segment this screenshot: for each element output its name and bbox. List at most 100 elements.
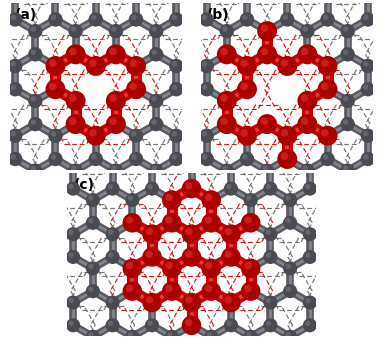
Circle shape (147, 321, 153, 326)
Circle shape (340, 47, 355, 62)
Circle shape (8, 82, 22, 96)
Circle shape (49, 59, 56, 67)
Circle shape (147, 184, 153, 189)
Circle shape (244, 216, 252, 224)
Circle shape (200, 12, 214, 27)
Circle shape (86, 216, 100, 230)
Circle shape (51, 131, 56, 136)
Circle shape (280, 12, 295, 27)
Circle shape (91, 154, 97, 160)
Circle shape (298, 114, 318, 134)
Circle shape (285, 195, 291, 201)
Circle shape (151, 166, 157, 171)
Circle shape (71, 26, 76, 32)
Circle shape (200, 59, 214, 73)
Circle shape (10, 154, 16, 160)
Circle shape (169, 12, 183, 27)
Text: (c): (c) (74, 178, 95, 192)
Circle shape (86, 193, 100, 207)
Circle shape (237, 126, 257, 146)
Circle shape (147, 161, 153, 166)
Circle shape (217, 44, 237, 64)
Circle shape (220, 94, 228, 102)
Circle shape (69, 163, 83, 178)
Circle shape (126, 79, 146, 99)
Circle shape (257, 114, 277, 134)
Circle shape (172, 131, 177, 136)
Circle shape (305, 321, 311, 326)
Circle shape (283, 330, 297, 339)
Circle shape (266, 230, 271, 235)
Circle shape (146, 228, 153, 235)
Circle shape (8, 128, 22, 143)
Circle shape (201, 190, 221, 210)
Circle shape (165, 330, 179, 339)
Circle shape (126, 285, 133, 292)
Circle shape (165, 285, 173, 292)
Circle shape (277, 56, 297, 76)
Circle shape (126, 262, 133, 269)
Circle shape (320, 12, 335, 27)
Circle shape (66, 182, 80, 196)
Circle shape (266, 321, 271, 326)
Circle shape (305, 252, 311, 258)
Circle shape (106, 159, 119, 173)
Circle shape (142, 224, 162, 244)
Circle shape (205, 285, 212, 292)
Circle shape (65, 91, 85, 111)
Circle shape (111, 166, 116, 171)
Circle shape (301, 94, 308, 102)
Circle shape (48, 12, 63, 27)
Circle shape (201, 213, 221, 233)
Circle shape (206, 332, 212, 337)
Circle shape (361, 82, 375, 96)
Circle shape (264, 250, 277, 264)
Circle shape (257, 21, 277, 41)
Circle shape (260, 24, 268, 32)
Circle shape (10, 61, 16, 67)
Circle shape (66, 250, 80, 264)
Circle shape (69, 230, 74, 235)
Circle shape (89, 129, 97, 137)
Circle shape (162, 281, 182, 301)
Circle shape (172, 154, 177, 160)
Circle shape (151, 26, 157, 32)
Circle shape (51, 15, 56, 20)
Circle shape (91, 15, 97, 20)
Circle shape (343, 96, 349, 102)
Circle shape (262, 166, 268, 171)
Circle shape (202, 131, 208, 136)
Circle shape (220, 48, 228, 55)
Circle shape (149, 94, 164, 108)
Circle shape (220, 118, 228, 125)
Circle shape (172, 84, 177, 90)
Circle shape (221, 247, 241, 267)
Circle shape (242, 15, 248, 20)
Circle shape (69, 94, 77, 102)
Circle shape (8, 152, 22, 166)
Circle shape (182, 316, 201, 335)
Circle shape (125, 193, 139, 207)
Circle shape (108, 252, 113, 258)
Circle shape (361, 59, 375, 73)
Circle shape (108, 184, 113, 189)
Circle shape (303, 159, 317, 173)
Circle shape (283, 193, 297, 207)
Circle shape (129, 128, 143, 143)
Circle shape (303, 296, 317, 310)
Circle shape (162, 213, 182, 233)
Circle shape (86, 284, 100, 298)
Circle shape (244, 193, 258, 207)
Circle shape (260, 48, 268, 55)
Circle shape (31, 26, 36, 32)
Circle shape (51, 154, 56, 160)
Circle shape (361, 128, 375, 143)
Circle shape (318, 56, 337, 76)
Circle shape (205, 194, 212, 201)
Circle shape (182, 224, 201, 244)
Circle shape (123, 213, 142, 233)
Circle shape (65, 114, 85, 134)
Circle shape (165, 194, 173, 201)
Circle shape (363, 154, 368, 160)
Circle shape (86, 330, 100, 339)
